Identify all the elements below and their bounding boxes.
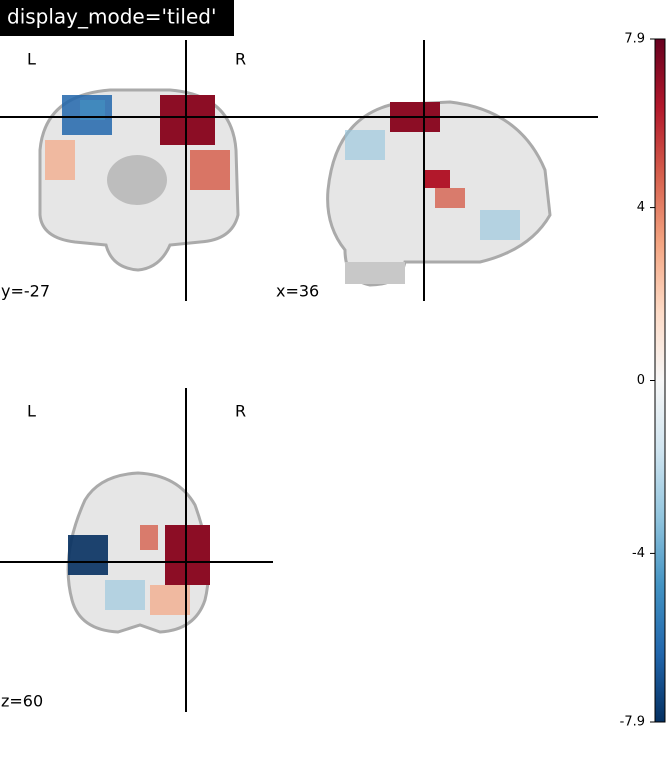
sagittal-slice	[326, 100, 552, 287]
side-label: R	[235, 402, 246, 421]
colorbar-tick-label: 7.9	[624, 32, 645, 47]
title: display_mode='tiled'	[7, 5, 216, 29]
title-box	[0, 0, 234, 36]
colorbar-tick-label: -4	[632, 546, 645, 561]
coord-label: x=36	[276, 282, 319, 301]
colorbar-tick-label: 4	[637, 200, 645, 215]
coord-label: z=60	[1, 692, 43, 711]
coronal-slice	[38, 88, 240, 272]
side-label: L	[27, 50, 36, 69]
colorbar	[654, 38, 666, 723]
colorbar-tick-label: 0	[637, 373, 645, 388]
side-label: R	[235, 50, 246, 69]
side-label: L	[27, 402, 36, 421]
colorbar-tick-label: -7.9	[620, 715, 645, 730]
coord-label: y=-27	[1, 282, 50, 301]
axial-slice	[66, 471, 210, 634]
